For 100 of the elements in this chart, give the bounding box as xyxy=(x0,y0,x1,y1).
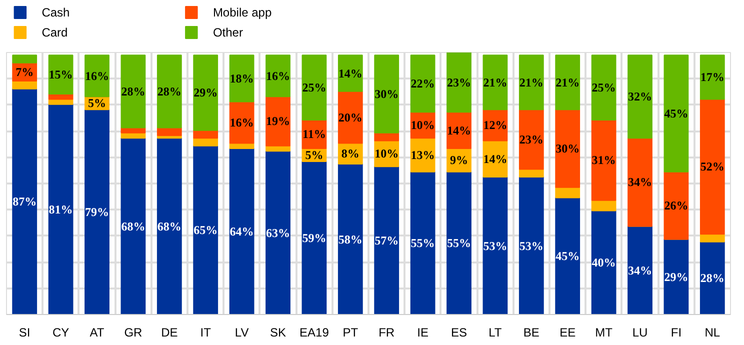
data-label: 8% xyxy=(341,146,360,161)
data-label: 10% xyxy=(374,146,399,161)
bar xyxy=(700,234,725,242)
x-tick-label: PT xyxy=(342,326,359,340)
bar xyxy=(229,54,254,102)
x-tick-label: EA19 xyxy=(300,326,330,340)
bar xyxy=(482,176,508,314)
data-label: 20% xyxy=(338,110,362,124)
x-tick-label: AT xyxy=(90,326,105,340)
data-label: 28% xyxy=(700,271,724,286)
data-label: 30% xyxy=(556,141,580,156)
data-label: 28% xyxy=(157,84,182,98)
bar xyxy=(48,104,74,314)
data-label: 64% xyxy=(230,224,254,238)
bar xyxy=(266,96,290,146)
data-label: 23% xyxy=(447,75,471,90)
data-label: 22% xyxy=(410,76,435,91)
data-label: 34% xyxy=(628,175,652,190)
x-tick-label: MT xyxy=(595,326,614,340)
bar xyxy=(664,171,689,240)
data-label: 25% xyxy=(592,80,616,95)
legend-label: Mobile app xyxy=(212,6,272,20)
data-label: 57% xyxy=(374,234,399,248)
data-label: 21% xyxy=(519,75,544,90)
bar xyxy=(193,54,218,131)
bar xyxy=(410,54,436,113)
bar xyxy=(700,241,725,314)
x-tick-label: DE xyxy=(161,326,178,340)
data-label: 14% xyxy=(447,123,471,138)
bar xyxy=(628,138,652,227)
data-label: 52% xyxy=(700,160,724,174)
bar xyxy=(156,127,182,136)
bar xyxy=(84,109,110,314)
data-label: 23% xyxy=(519,132,544,146)
data-label: 16% xyxy=(85,68,109,83)
x-tick-label: GR xyxy=(124,326,143,340)
data-label: 31% xyxy=(592,153,616,168)
bar xyxy=(446,171,472,314)
bar xyxy=(628,226,652,314)
data-label: 55% xyxy=(447,236,471,250)
bar xyxy=(700,54,725,100)
data-label: 15% xyxy=(48,68,73,82)
bar xyxy=(120,138,146,314)
data-label: 16% xyxy=(266,68,290,83)
data-label: 5% xyxy=(88,96,106,110)
bar xyxy=(193,138,218,146)
bar xyxy=(156,54,182,128)
data-label: 55% xyxy=(410,236,435,250)
data-label: 79% xyxy=(85,205,109,220)
bar xyxy=(410,171,436,314)
bar xyxy=(518,176,544,314)
data-label: 68% xyxy=(157,219,182,234)
bar xyxy=(266,54,290,98)
data-label: 5% xyxy=(305,148,324,162)
bar xyxy=(374,166,400,314)
bar xyxy=(628,54,652,139)
legend-label: Card xyxy=(42,26,68,40)
data-label: 26% xyxy=(664,198,688,213)
data-label: 21% xyxy=(483,75,508,90)
data-label: 32% xyxy=(628,90,652,104)
bar xyxy=(555,54,580,110)
data-label: 59% xyxy=(302,230,326,245)
data-label: 68% xyxy=(121,219,146,234)
x-tick-label: IE xyxy=(417,326,428,340)
data-label: 29% xyxy=(194,86,218,100)
bar xyxy=(700,98,725,235)
bar xyxy=(193,145,218,314)
bar xyxy=(302,54,327,120)
bar xyxy=(374,54,400,134)
x-tick-label: NL xyxy=(704,326,720,340)
x-tick-label: LU xyxy=(632,326,648,340)
data-label: 14% xyxy=(483,152,508,166)
data-label: 28% xyxy=(121,84,146,98)
x-tick-label: LV xyxy=(234,326,249,340)
data-label: 14% xyxy=(338,66,362,80)
data-label: 65% xyxy=(194,223,218,238)
bar xyxy=(591,210,616,314)
bar xyxy=(446,52,472,113)
bar xyxy=(555,109,580,188)
data-label: 53% xyxy=(483,238,508,253)
bar xyxy=(518,168,544,178)
bar xyxy=(664,238,689,314)
data-label: 21% xyxy=(556,75,580,90)
bar xyxy=(12,80,38,90)
data-label: 7% xyxy=(16,64,34,79)
x-tick-label: BE xyxy=(523,326,540,340)
bar xyxy=(229,148,254,314)
x-tick-label: LT xyxy=(488,326,502,340)
bar xyxy=(518,54,544,110)
x-tick-label: CY xyxy=(52,326,70,340)
data-label: 45% xyxy=(664,106,688,120)
x-tick-label: ES xyxy=(450,326,468,340)
legend-label: Other xyxy=(212,26,243,40)
data-label: 9% xyxy=(450,153,468,168)
data-label: 45% xyxy=(556,249,580,264)
data-label: 29% xyxy=(664,270,688,284)
data-label: 11% xyxy=(302,127,326,142)
data-label: 63% xyxy=(266,226,290,240)
data-label: 19% xyxy=(266,114,290,128)
bar xyxy=(482,54,508,110)
